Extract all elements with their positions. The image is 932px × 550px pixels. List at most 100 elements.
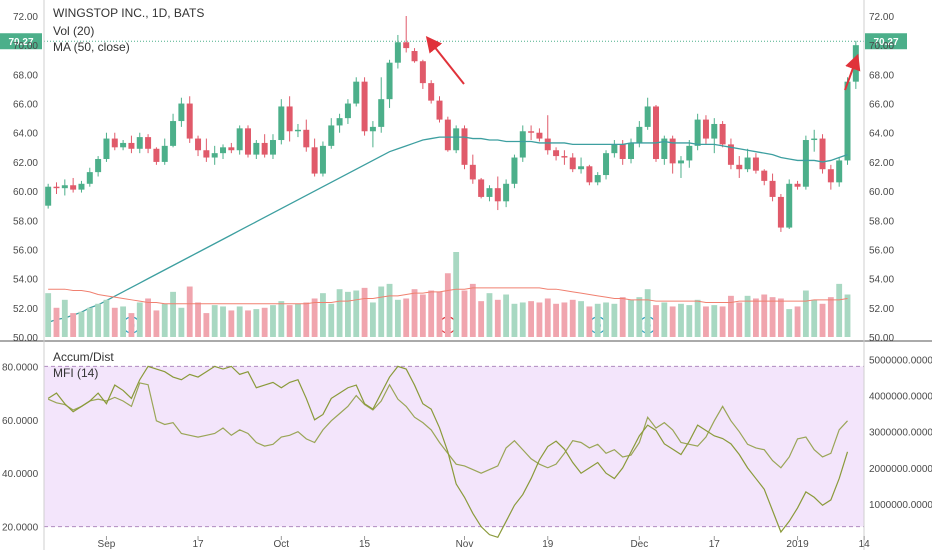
candle-body[interactable] <box>519 131 526 158</box>
candle-body[interactable] <box>353 81 360 104</box>
candle-body[interactable] <box>145 137 152 149</box>
candle-body[interactable] <box>661 138 668 159</box>
candle-body[interactable] <box>311 147 318 174</box>
candle-body[interactable] <box>228 147 235 151</box>
candle-body[interactable] <box>794 183 801 187</box>
candle-body[interactable] <box>677 160 684 164</box>
candle-body[interactable] <box>844 81 851 161</box>
volume-bar <box>111 307 118 337</box>
candle-body[interactable] <box>536 132 543 139</box>
candle-body[interactable] <box>744 157 751 170</box>
candle-body[interactable] <box>186 103 193 139</box>
candle-body[interactable] <box>836 160 843 183</box>
candle-body[interactable] <box>403 42 410 49</box>
candle-body[interactable] <box>611 144 618 154</box>
candle-body[interactable] <box>86 172 93 184</box>
candle-body[interactable] <box>786 183 793 228</box>
candle-body[interactable] <box>653 106 659 159</box>
candle-body[interactable] <box>494 188 501 202</box>
candle-body[interactable] <box>469 164 476 180</box>
candle-body[interactable] <box>578 166 585 170</box>
candle-body[interactable] <box>544 138 551 151</box>
candle-body[interactable] <box>128 142 135 149</box>
candle-body[interactable] <box>319 145 326 174</box>
candle-body[interactable] <box>777 196 784 228</box>
candle-body[interactable] <box>561 156 568 158</box>
candle-body[interactable] <box>736 164 743 170</box>
candle-body[interactable] <box>120 142 127 148</box>
candle-body[interactable] <box>294 129 301 132</box>
candle-body[interactable] <box>761 170 768 181</box>
candle-body[interactable] <box>211 153 218 158</box>
candle-body[interactable] <box>478 179 485 197</box>
candle-body[interactable] <box>603 153 610 176</box>
candle-body[interactable] <box>694 119 701 146</box>
candle-body[interactable] <box>261 142 268 155</box>
candle-body[interactable] <box>811 138 818 141</box>
candle-body[interactable] <box>53 186 60 189</box>
candle-body[interactable] <box>827 169 834 183</box>
candle-body[interactable] <box>428 83 435 101</box>
candle-body[interactable] <box>78 183 85 190</box>
candle-body[interactable] <box>486 188 493 197</box>
indicator-pane[interactable] <box>44 365 864 539</box>
candle-body[interactable] <box>269 140 276 155</box>
candle-body[interactable] <box>727 144 734 165</box>
candle-body[interactable] <box>344 103 351 119</box>
candle-body[interactable] <box>161 145 168 162</box>
candle-body[interactable] <box>569 157 576 170</box>
candle-body[interactable] <box>136 137 143 149</box>
candle-body[interactable] <box>819 138 826 170</box>
candle-body[interactable] <box>361 81 368 132</box>
candle-body[interactable] <box>369 126 376 132</box>
candle-body[interactable] <box>636 126 643 143</box>
candle-body[interactable] <box>336 118 343 126</box>
candle-body[interactable] <box>253 142 260 155</box>
candle-body[interactable] <box>436 100 443 120</box>
candle-body[interactable] <box>61 185 68 189</box>
candle-body[interactable] <box>503 183 510 202</box>
candle-body[interactable] <box>278 106 285 141</box>
candle-body[interactable] <box>245 128 251 155</box>
candle-body[interactable] <box>594 175 601 183</box>
candle-body[interactable] <box>286 106 293 132</box>
candle-body[interactable] <box>378 99 385 127</box>
candle-body[interactable] <box>103 138 110 159</box>
candle-body[interactable] <box>386 62 393 100</box>
candle-body[interactable] <box>586 166 593 183</box>
candle-body[interactable] <box>628 142 635 159</box>
candle-body[interactable] <box>95 158 102 173</box>
candle-body[interactable] <box>711 123 718 139</box>
candle-body[interactable] <box>461 128 468 165</box>
candle-body[interactable] <box>419 61 426 84</box>
candle-body[interactable] <box>802 140 809 187</box>
candle-body[interactable] <box>719 123 726 145</box>
candle-body[interactable] <box>45 186 52 206</box>
candle-body[interactable] <box>769 180 776 197</box>
candle-body[interactable] <box>511 157 518 184</box>
candle-body[interactable] <box>528 131 535 133</box>
candle-body[interactable] <box>203 150 210 158</box>
candle-body[interactable] <box>328 125 335 146</box>
candle-body[interactable] <box>752 157 759 171</box>
candle-body[interactable] <box>70 185 77 190</box>
candle-body[interactable] <box>170 121 177 146</box>
candle-body[interactable] <box>178 103 185 122</box>
candle-body[interactable] <box>220 147 227 154</box>
candle-body[interactable] <box>669 138 676 164</box>
candle-body[interactable] <box>153 148 160 162</box>
candle-body[interactable] <box>553 150 560 157</box>
candle-body[interactable] <box>444 119 451 151</box>
candle-body[interactable] <box>619 144 626 159</box>
candle-body[interactable] <box>644 106 651 127</box>
candle-body[interactable] <box>394 42 401 63</box>
candle-body[interactable] <box>411 51 418 62</box>
candle-body[interactable] <box>453 128 460 151</box>
candle-body[interactable] <box>236 128 243 151</box>
candle-body[interactable] <box>303 129 310 148</box>
candle-body[interactable] <box>702 119 709 139</box>
candle-body[interactable] <box>686 145 693 161</box>
candle-body[interactable] <box>195 138 202 151</box>
candle-body[interactable] <box>111 138 118 148</box>
